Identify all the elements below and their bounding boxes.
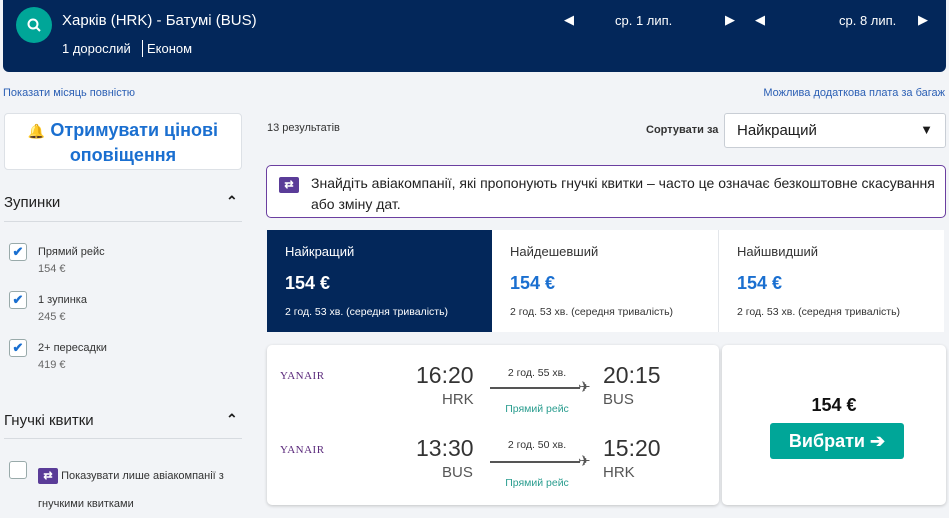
tab-cheapest[interactable]: Найдешевший 154 € 2 год. 53 хв. (середня т…: [492, 230, 719, 332]
tab-duration: 2 год. 53 хв. (середня тривалість): [737, 306, 901, 318]
filter-label: 1 зупинка: [38, 294, 87, 306]
collapse-flex-icon[interactable]: ⌃: [226, 411, 238, 427]
next-depart-date-icon[interactable]: ▶: [725, 12, 735, 27]
flight-type: Прямий рейс: [505, 403, 569, 415]
airline-logo: YANAIR: [280, 444, 325, 456]
route-title[interactable]: Харків (HRK) - Батумі (BUS): [62, 12, 257, 29]
filter-price: 419 €: [38, 359, 66, 371]
baggage-fee-link[interactable]: Можлива додаткова плата за багаж: [763, 87, 945, 99]
filter-price: 154 €: [38, 263, 66, 275]
filter-label: 2+ пересадки: [38, 342, 107, 354]
route-line: [490, 387, 580, 389]
cabin-class[interactable]: Економ: [147, 41, 193, 56]
stops-heading: Зупинки: [4, 194, 61, 211]
flight-duration: 2 год. 50 хв.: [507, 439, 567, 451]
results-count: 13 результатів: [267, 122, 340, 134]
stop-filter-2plus[interactable]: ✔: [9, 339, 27, 357]
departure-airport: BUS: [442, 464, 473, 481]
flex-ticket-icon: ⇄: [38, 468, 58, 484]
departure-airport: HRK: [442, 391, 474, 408]
airline-logo: YANAIR: [280, 370, 325, 382]
show-month-link[interactable]: Показати місяць повністю: [3, 87, 136, 99]
checkbox[interactable]: ✔: [9, 243, 27, 261]
tab-label: Найшвидший: [737, 244, 819, 259]
checkbox[interactable]: ✔: [9, 291, 27, 309]
arrival-airport: BUS: [603, 391, 634, 408]
passengers[interactable]: 1 дорослий: [62, 41, 131, 56]
flight-price: 154 €: [811, 395, 857, 415]
tab-duration: 2 год. 53 хв. (середня тривалість): [510, 306, 674, 318]
search-header: Харків (HRK) - Батумі (BUS) 1 дорослий Е…: [3, 0, 946, 72]
arrival-airport: HRK: [603, 464, 635, 481]
tab-best[interactable]: Найкращий 154 € 2 год. 53 хв. (середня три…: [267, 230, 492, 332]
flight-duration: 2 год. 55 хв.: [507, 367, 567, 379]
stop-filter-1[interactable]: ✔: [9, 291, 27, 309]
search-button[interactable]: [16, 7, 52, 43]
collapse-stops-icon[interactable]: ⌃: [226, 193, 238, 209]
chevron-down-icon: ▼: [920, 122, 933, 137]
next-return-date-icon[interactable]: ▶: [918, 12, 928, 27]
flex-ticket-icon: ⇄: [279, 177, 299, 193]
select-flight-button[interactable]: Вибрати ➔: [770, 423, 904, 459]
stop-filter-direct[interactable]: ✔: [9, 243, 27, 261]
departure-time: 13:30: [416, 435, 474, 461]
depart-date[interactable]: ср. 1 лип.: [615, 13, 673, 28]
divider: [4, 221, 242, 222]
divider: [142, 40, 143, 57]
filter-label: Прямий рейс: [38, 246, 105, 258]
arrival-time: 20:15: [603, 362, 661, 388]
tab-duration: 2 год. 53 хв. (середня тривалість): [285, 306, 449, 318]
flex-filter[interactable]: [9, 461, 27, 479]
plane-icon: ✈: [578, 453, 591, 470]
checkbox[interactable]: ✔: [9, 339, 27, 357]
flight-type: Прямий рейс: [505, 477, 569, 489]
sort-label: Сортувати за: [646, 124, 719, 136]
departure-time: 16:20: [416, 362, 474, 388]
filter-price: 245 €: [38, 311, 66, 323]
price-alert-button[interactable]: 🔔 Отримувати цінові оповіщення: [4, 113, 242, 170]
tab-label: Найкращий: [285, 244, 355, 259]
flight-card-itinerary[interactable]: [267, 345, 719, 505]
bell-icon: 🔔: [27, 123, 46, 139]
search-icon: [27, 18, 41, 32]
flex-heading: Гнучкі квитки: [4, 412, 94, 429]
tab-price: 154 €: [737, 273, 783, 293]
tab-price: 154 €: [285, 273, 331, 293]
flex-filter-label: ⇄ Показувати лише авіакомпанії з гнучким…: [38, 468, 224, 510]
return-date[interactable]: ср. 8 лип.: [839, 13, 897, 28]
arrival-time: 15:20: [603, 435, 661, 461]
plane-icon: ✈: [578, 379, 591, 396]
checkbox[interactable]: [9, 461, 27, 479]
prev-depart-date-icon[interactable]: ◀: [564, 12, 574, 27]
sort-value: Найкращий: [737, 122, 817, 139]
tab-price: 154 €: [510, 273, 556, 293]
tab-fastest[interactable]: Найшвидший 154 € 2 год. 53 хв. (середня тр…: [719, 230, 944, 332]
tab-label: Найдешевший: [510, 244, 599, 259]
flex-ticket-banner: ⇄ Знайдіть авіакомпанії, які пропонують г…: [266, 165, 946, 218]
sort-select[interactable]: Найкращий ▼: [724, 113, 946, 148]
route-line: [490, 461, 580, 463]
divider: [4, 438, 242, 439]
prev-return-date-icon[interactable]: ◀: [755, 12, 765, 27]
banner-text: Знайдіть авіакомпанії, які пропонують гн…: [311, 175, 935, 212]
